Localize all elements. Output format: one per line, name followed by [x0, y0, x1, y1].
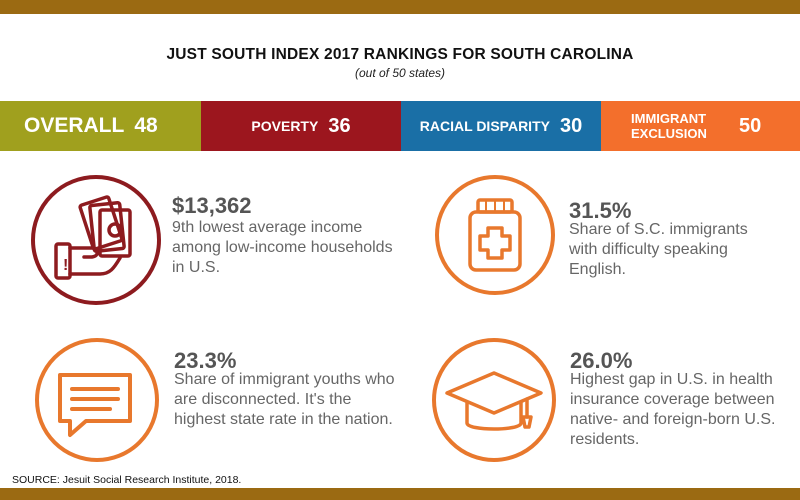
bottom-border [0, 488, 800, 500]
ranking-value: 30 [559, 114, 583, 137]
ranking-value: 48 [134, 114, 158, 137]
top-border [0, 0, 800, 14]
stat-desc-youth: Share of immigrant youths who are discon… [174, 371, 395, 428]
ranking-label: IMMIGRANT EXCLUSION [631, 111, 707, 141]
medicine-bottle-icon [435, 175, 555, 295]
stat-value-english: 31.5% [569, 198, 632, 223]
stat-desc-income: 9th lowest average income among low-inco… [172, 219, 393, 276]
source-note: SOURCE: Jesuit Social Research Institute… [12, 474, 242, 486]
ranking-value: 36 [328, 114, 351, 137]
speech-bubble-icon [35, 338, 159, 462]
graduation-cap-icon [432, 338, 556, 462]
ranking-overall: OVERALL 48 [0, 101, 201, 151]
stat-desc-insurance: Highest gap in U.S. in health insurance … [570, 371, 776, 448]
ranking-label: RACIAL DISPARITY [419, 118, 550, 134]
stat-value-insurance: 26.0% [570, 348, 633, 373]
ranking-label: OVERALL [24, 114, 125, 137]
stat-value-income: $13,362 [172, 193, 252, 218]
svg-text:!: ! [63, 257, 68, 274]
stat-desc-english: Share of S.C. immigrants with difficulty… [569, 221, 748, 278]
ranking-racial-disparity: RACIAL DISPARITY 30 [401, 101, 601, 151]
page-title: JUST SOUTH INDEX 2017 RANKINGS FOR SOUTH… [166, 46, 634, 63]
ranking-value: 50 [739, 114, 762, 137]
ranking-poverty: POVERTY 36 [201, 101, 401, 151]
ranking-label: POVERTY [251, 118, 319, 134]
money-hand-icon: ! [31, 175, 161, 305]
page-subtitle: (out of 50 states) [354, 66, 446, 80]
stat-value-youth: 23.3% [174, 348, 237, 373]
ranking-immigrant-exclusion: IMMIGRANT EXCLUSION 50 [601, 101, 800, 151]
